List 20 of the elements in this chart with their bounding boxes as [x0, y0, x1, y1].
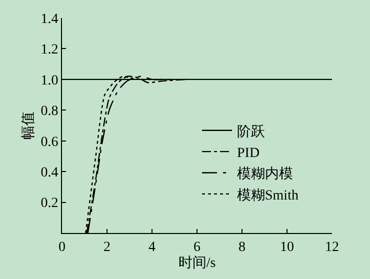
y-tick-label: 0.8 — [40, 104, 58, 120]
legend-label: 阶跃 — [237, 124, 265, 140]
y-tick-label: 1.0 — [40, 73, 58, 88]
y-tick-label: 0.4 — [40, 165, 58, 180]
x-tick-label: 10 — [280, 240, 294, 255]
y-tick-label: 1.4 — [40, 12, 58, 27]
y-tick-label: 0.2 — [40, 196, 58, 212]
y-tick-label: 0.6 — [40, 134, 58, 150]
x-axis-title: 时间/s — [178, 254, 216, 271]
x-tick-label: 4 — [148, 240, 156, 255]
x-tick-label: 6 — [194, 240, 200, 255]
legend-label: PID — [237, 146, 260, 162]
y-tick-label: 1.2 — [40, 42, 58, 58]
x-tick-label: 8 — [238, 240, 246, 255]
x-tick-label: 0 — [58, 240, 66, 255]
x-tick-label: 2 — [104, 240, 110, 255]
y-axis-title: 幅值 — [20, 112, 36, 140]
legend-label: 模糊内模 — [237, 166, 293, 182]
legend-label: 模糊Smith — [237, 187, 298, 204]
x-tick-label: 12 — [325, 240, 339, 255]
